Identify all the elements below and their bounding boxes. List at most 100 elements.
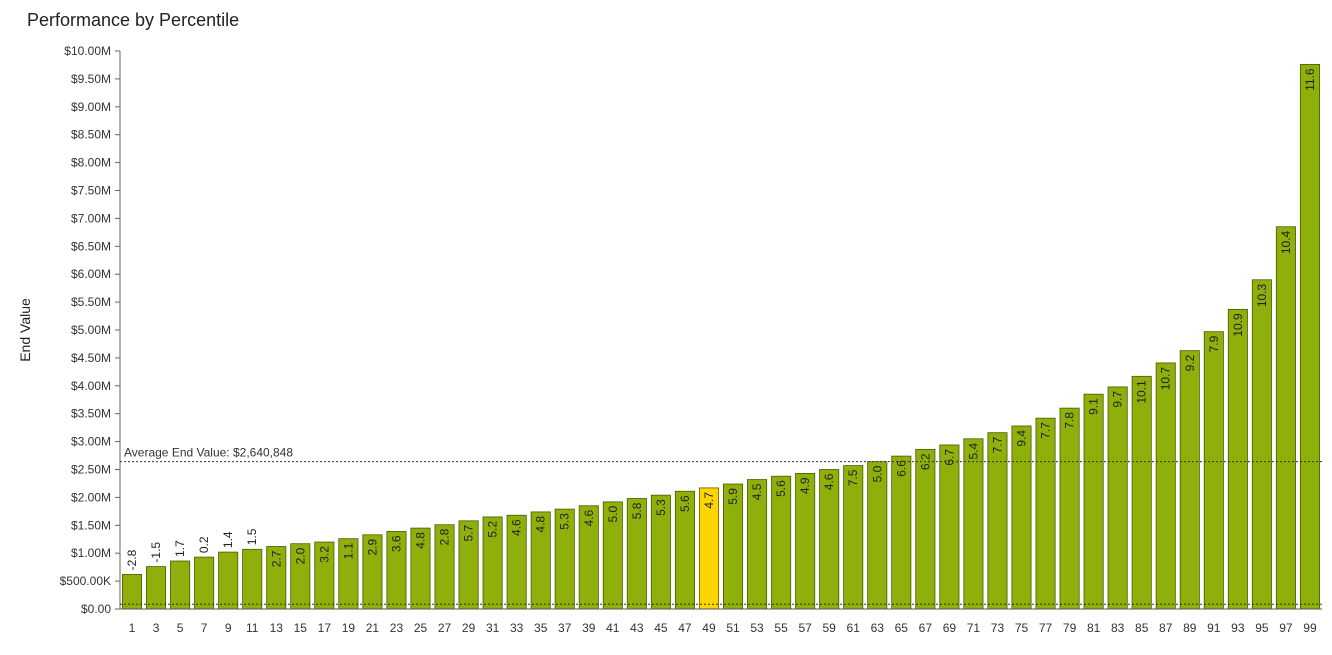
bar	[242, 548, 263, 610]
bar-value-label: 5.4	[966, 442, 980, 459]
bar-value-label: 9.4	[1015, 430, 1029, 447]
bar	[915, 449, 936, 610]
y-tick-label: $7.50M	[71, 184, 111, 198]
x-tick-label: 51	[726, 621, 740, 635]
x-tick-label: 23	[390, 621, 404, 635]
x-tick-label: 65	[895, 621, 909, 635]
y-tick-label: $500.00K	[60, 574, 111, 588]
y-tick-label: $7.00M	[71, 211, 111, 225]
y-tick-label: $3.00M	[71, 435, 111, 449]
bar-value-label: -1.5	[149, 542, 163, 563]
x-tick-label: 1	[129, 621, 136, 635]
bar-value-label: 7.8	[1063, 412, 1077, 429]
bar-value-label: 4.8	[414, 532, 428, 549]
x-tick-label: 31	[486, 621, 500, 635]
bar-value-label: 6.7	[942, 449, 956, 466]
y-axis-title: End Value	[17, 298, 33, 362]
x-tick-label: 37	[558, 621, 572, 635]
bar-value-label: 2.7	[269, 550, 283, 567]
y-tick-label: $9.50M	[71, 72, 111, 86]
x-tick-label: 17	[318, 621, 332, 635]
bar-value-label: 9.2	[1183, 354, 1197, 371]
bar	[1227, 308, 1248, 610]
x-tick-label: 81	[1087, 621, 1101, 635]
bar-value-label: 0.2	[197, 536, 211, 553]
bar	[1011, 425, 1032, 610]
y-tick-label: $2.00M	[71, 490, 111, 504]
x-tick-label: 61	[847, 621, 861, 635]
x-tick-label: 93	[1231, 621, 1245, 635]
y-tick-label: $2.50M	[71, 463, 111, 477]
y-tick-label: $10.00M	[64, 44, 111, 58]
y-tick-label: $3.50M	[71, 407, 111, 421]
bar-value-label: 5.9	[726, 488, 740, 505]
bar-value-label: 4.6	[510, 519, 524, 536]
bar-value-label: 7.7	[990, 436, 1004, 453]
bar-value-label: 3.6	[389, 535, 403, 552]
x-tick-label: 95	[1255, 621, 1269, 635]
bar	[218, 551, 239, 610]
bar	[987, 432, 1008, 610]
bar-value-label: 10.3	[1255, 283, 1269, 307]
bar-value-label: 5.3	[654, 499, 668, 516]
bar-value-label: 4.8	[534, 516, 548, 533]
chart-title: Performance by Percentile	[27, 10, 240, 30]
x-tick-label: 69	[943, 621, 957, 635]
bar-value-label: 11.6	[1303, 68, 1317, 91]
bar-value-label: 4.6	[822, 473, 836, 490]
bar-value-label: 10.7	[1159, 367, 1173, 391]
bar	[1083, 393, 1104, 610]
y-tick-label: $1.50M	[71, 518, 111, 532]
bar-value-label: 5.7	[462, 525, 476, 542]
bar-value-label: 7.7	[1039, 422, 1053, 439]
x-tick-label: 21	[366, 621, 380, 635]
bar-value-label: 7.9	[1207, 335, 1221, 352]
x-tick-label: 99	[1303, 621, 1317, 635]
x-tick-label: 63	[871, 621, 885, 635]
bar	[939, 444, 960, 610]
x-tick-label: 3	[153, 621, 160, 635]
bar-value-label: 4.7	[702, 492, 716, 509]
bar-value-label: 7.5	[846, 469, 860, 486]
x-tick-label: 19	[342, 621, 356, 635]
x-tick-label: 71	[967, 621, 981, 635]
bar	[1107, 386, 1128, 610]
bar	[146, 566, 167, 610]
bar-value-label: 1.4	[221, 531, 235, 548]
bar	[1203, 331, 1224, 610]
x-tick-label: 79	[1063, 621, 1077, 635]
bar-value-label: 4.5	[750, 483, 764, 500]
bar-value-label: 1.5	[245, 528, 259, 545]
bar-value-label: 5.6	[774, 480, 788, 497]
bar-value-label: 3.2	[317, 546, 331, 563]
y-tick-label: $8.00M	[71, 156, 111, 170]
x-tick-label: 29	[462, 621, 476, 635]
y-tick-label: $5.50M	[71, 295, 111, 309]
bar-value-label: 2.0	[293, 547, 307, 564]
x-tick-label: 43	[630, 621, 644, 635]
bar	[1155, 362, 1176, 610]
x-tick-label: 33	[510, 621, 524, 635]
y-tick-label: $0.00	[81, 602, 111, 616]
x-tick-label: 39	[582, 621, 596, 635]
x-tick-label: 25	[414, 621, 428, 635]
bar-value-label: 1.7	[173, 540, 187, 557]
bar-value-label: 4.6	[582, 509, 596, 526]
y-tick-label: $1.00M	[71, 546, 111, 560]
bar	[1299, 63, 1320, 610]
x-tick-label: 85	[1135, 621, 1149, 635]
y-tick-label: $8.50M	[71, 128, 111, 142]
x-tick-label: 83	[1111, 621, 1125, 635]
bar	[891, 455, 912, 610]
bar-value-label: 4.9	[798, 477, 812, 494]
y-tick-label: $6.00M	[71, 267, 111, 281]
x-tick-label: 75	[1015, 621, 1029, 635]
bar	[1179, 350, 1200, 610]
x-tick-label: 11	[246, 621, 259, 635]
x-tick-label: 5	[177, 621, 184, 635]
bar-value-label: 6.6	[894, 460, 908, 477]
x-tick-label: 53	[750, 621, 764, 635]
bar-value-label: 5.3	[558, 513, 572, 530]
average-line-label: Average End Value: $2,640,848	[124, 446, 293, 460]
